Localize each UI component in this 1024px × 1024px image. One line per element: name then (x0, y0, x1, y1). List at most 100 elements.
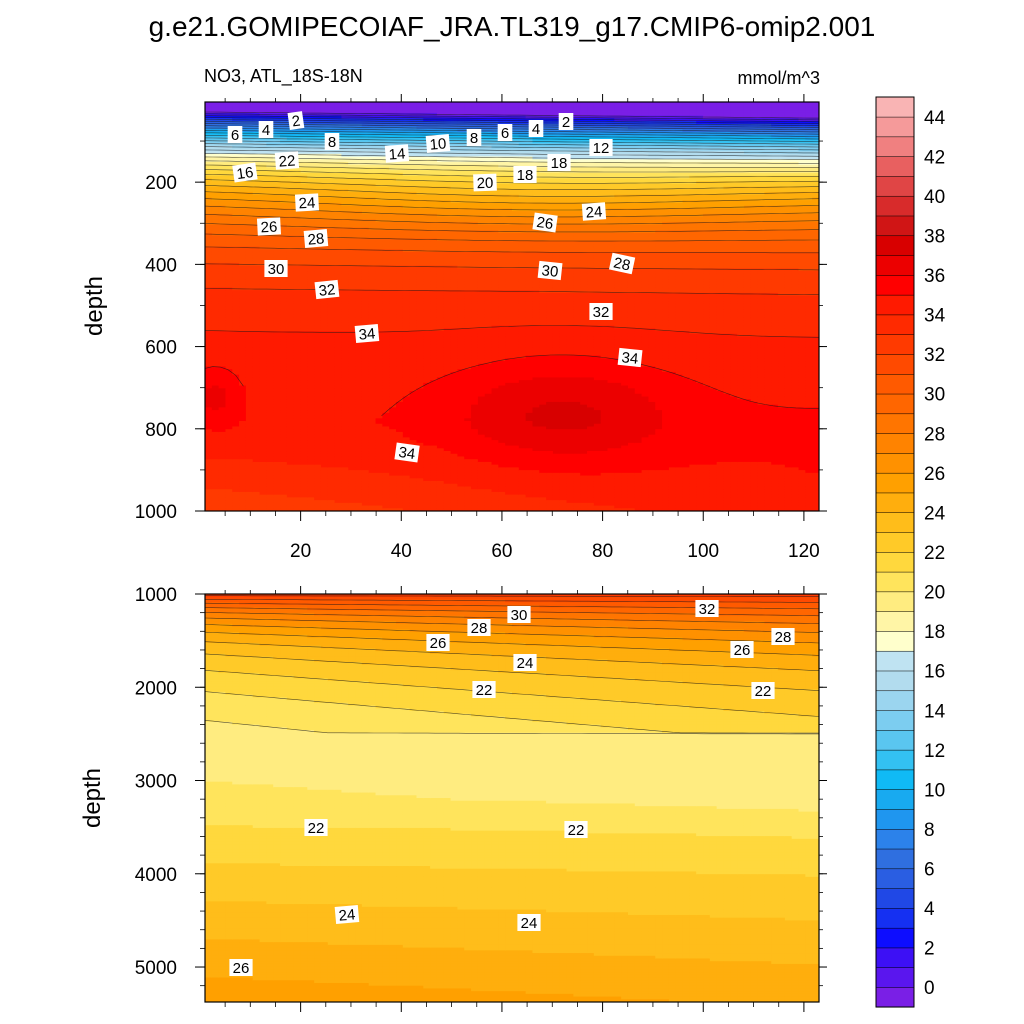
contour-cell (211, 284, 220, 289)
contour-cell (225, 287, 233, 291)
contour-cell (211, 118, 220, 122)
contour-cell (239, 363, 247, 368)
contour-cell (239, 290, 247, 294)
contour-cell (239, 284, 247, 289)
contour-cell (232, 377, 240, 381)
contour-cell (225, 431, 233, 436)
contour-cell (205, 232, 213, 237)
contour-cell (232, 369, 240, 373)
contour-cell (252, 410, 261, 414)
contour-cell (232, 467, 240, 471)
contour-cell (211, 309, 220, 313)
contour-cell (218, 104, 227, 109)
contour-cell (211, 410, 220, 414)
contour-cell (211, 363, 220, 368)
contour-cell (225, 459, 233, 463)
contour-cell (218, 161, 227, 166)
contour-cell (218, 246, 227, 250)
contour-cell (239, 339, 247, 343)
contour-cell (211, 314, 220, 319)
contour-cell (225, 115, 233, 119)
contour-cell (211, 292, 220, 297)
contour-cell (232, 314, 240, 319)
contour-cell (211, 249, 220, 253)
contour-cell (245, 151, 254, 155)
contour-cell (218, 219, 227, 223)
contour-cell (211, 508, 220, 511)
contour-cell (211, 412, 220, 417)
contour-cell (252, 202, 261, 207)
contour-cell (218, 156, 227, 160)
contour-cell (218, 358, 227, 362)
contour-cell (211, 429, 220, 433)
contour-cell (245, 500, 254, 504)
contour-cell (252, 451, 261, 455)
contour-cell (218, 260, 227, 264)
contour-cell (252, 123, 261, 128)
contour-cell (232, 262, 240, 267)
contour-cell (239, 361, 247, 365)
contour-cell (205, 467, 213, 471)
contour-cell (245, 442, 254, 447)
contour-cell (232, 448, 240, 452)
contour-cell (232, 412, 240, 417)
contour-cell (245, 483, 254, 488)
contour-cell (225, 208, 233, 212)
contour-cell (239, 200, 247, 204)
contour-cell (245, 371, 254, 376)
contour-cell (225, 200, 233, 204)
contour-cell (218, 331, 227, 335)
contour-cell (232, 151, 240, 155)
contour-cell (239, 407, 247, 411)
contour-cell (225, 352, 233, 357)
contour-cell (218, 145, 227, 149)
contour-cell (211, 442, 220, 447)
contour-cell (225, 415, 233, 419)
contour-cell (245, 232, 254, 237)
contour-cell (211, 243, 220, 248)
contour-cell (245, 320, 254, 324)
contour-cell (211, 216, 220, 220)
contour-cell (232, 156, 240, 160)
contour-cell (211, 224, 220, 229)
contour-cell (252, 260, 261, 264)
contour-cell (211, 230, 220, 234)
contour-cell (225, 497, 233, 501)
contour-cell (252, 197, 261, 201)
contour-cell (218, 262, 227, 267)
contour-cell (245, 418, 254, 422)
contour-cell (239, 306, 247, 310)
contour-cell (232, 311, 240, 316)
contour-cell (205, 197, 213, 201)
contour-cell (252, 290, 261, 294)
contour-cell (205, 437, 213, 441)
contour-cell (211, 281, 220, 286)
contour-cell (252, 232, 261, 237)
contour-cell (252, 115, 261, 119)
contour-cell (218, 472, 227, 477)
contour-cell (225, 437, 233, 441)
contour-cell (225, 347, 233, 351)
contour-cell (218, 461, 227, 466)
contour-cell (225, 418, 233, 422)
contour-cell (211, 502, 220, 507)
contour-cell (205, 361, 213, 365)
contour-cell (211, 464, 220, 468)
contour-cell (239, 478, 247, 482)
contour-cell (211, 145, 220, 149)
contour-cell (252, 241, 261, 245)
contour-cell (211, 208, 220, 212)
contour-cell (232, 194, 240, 199)
contour-cell (245, 142, 254, 147)
contour-cell (232, 211, 240, 215)
contour-cell (239, 388, 247, 392)
contour-cell (225, 216, 233, 220)
contour-cell (245, 271, 254, 275)
contour-cell (232, 341, 240, 346)
contour-cell (225, 279, 233, 283)
contour-cell (232, 440, 240, 444)
contour-cell (239, 429, 247, 433)
contour-cell (225, 508, 233, 511)
contour-cell (252, 404, 261, 408)
contour-cell (218, 483, 227, 488)
